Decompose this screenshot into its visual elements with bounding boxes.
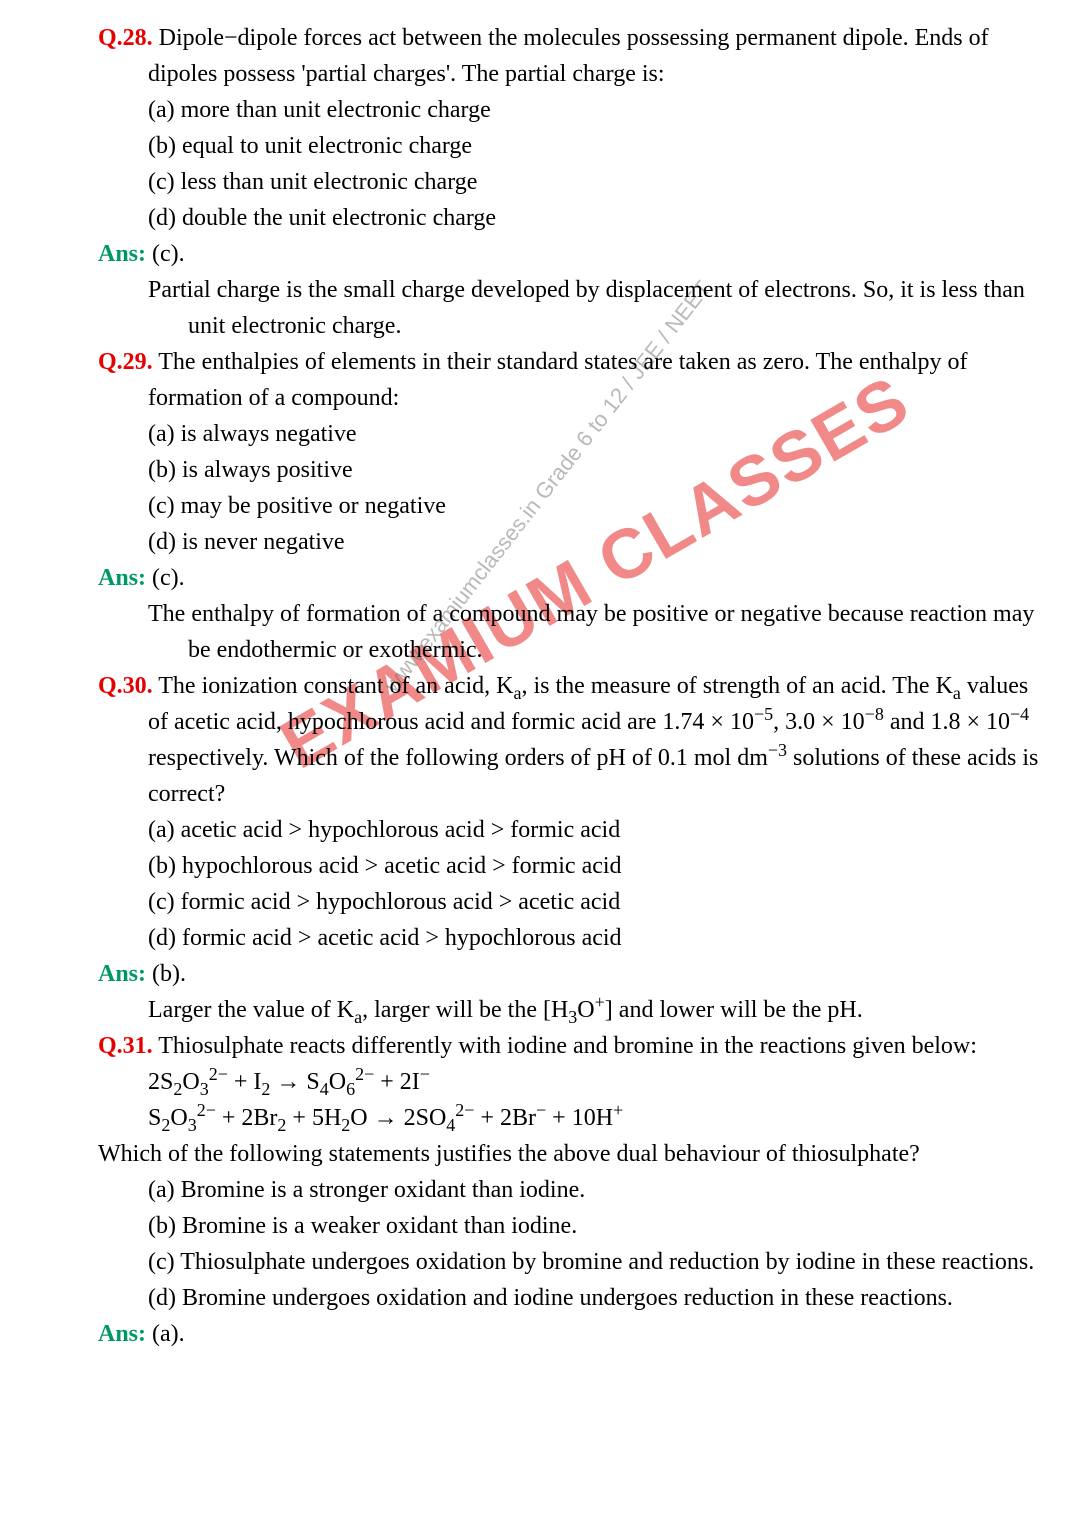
q31-option-c: (c) Thiosulphate undergoes oxidation by … xyxy=(20,1244,1047,1280)
q28-number: Q.28. xyxy=(98,25,153,51)
q28-option-b: (b) equal to unit electronic charge xyxy=(20,128,1047,164)
q30-stem: Q.30. The ionization constant of an acid… xyxy=(20,668,1047,812)
q28-explanation: Partial charge is the small charge devel… xyxy=(20,272,1047,344)
q31-equation-2: S2O32− + 2Br2 + 5H2O → 2SO42− + 2Br− + 1… xyxy=(20,1100,1047,1136)
q30-option-b: (b) hypochlorous acid > acetic acid > fo… xyxy=(20,848,1047,884)
q29-option-c: (c) may be positive or negative xyxy=(20,488,1047,524)
q31-stem: Q.31. Thiosulphate reacts differently wi… xyxy=(20,1028,1047,1064)
q29-option-d: (d) is never negative xyxy=(20,524,1047,560)
q29-stem: Q.29. The enthalpies of elements in thei… xyxy=(20,344,1047,416)
ans-label: Ans: xyxy=(98,961,146,987)
q31-equation-1: 2S2O32− + I2 → S4O62− + 2I− xyxy=(20,1064,1047,1100)
q29-explanation: The enthalpy of formation of a compound … xyxy=(20,596,1047,668)
q30-answer: Ans: (b). xyxy=(20,956,1047,992)
q29-ans-val: (c). xyxy=(146,565,185,591)
q29-answer: Ans: (c). xyxy=(20,560,1047,596)
q28-stem: Q.28. Dipole−dipole forces act between t… xyxy=(20,20,1047,92)
q30-ans-val: (b). xyxy=(146,961,186,987)
q31-number: Q.31. xyxy=(98,1033,153,1059)
q31-text: Thiosulphate reacts differently with iod… xyxy=(158,1033,977,1059)
ans-label: Ans: xyxy=(98,241,146,267)
q30-option-c: (c) formic acid > hypochlorous acid > ac… xyxy=(20,884,1047,920)
q28-answer: Ans: (c). xyxy=(20,236,1047,272)
ans-label: Ans: xyxy=(98,565,146,591)
q29-number: Q.29. xyxy=(98,349,153,375)
q31-ans-val: (a). xyxy=(146,1321,185,1347)
q28-text: Dipole−dipole forces act between the mol… xyxy=(148,25,989,87)
q31-option-b: (b) Bromine is a weaker oxidant than iod… xyxy=(20,1208,1047,1244)
q31-option-d: (d) Bromine undergoes oxidation and iodi… xyxy=(20,1280,1047,1316)
q30-text: The ionization constant of an acid, Ka, … xyxy=(148,673,1038,807)
q28-option-d: (d) double the unit electronic charge xyxy=(20,200,1047,236)
q30-explanation: Larger the value of Ka, larger will be t… xyxy=(20,992,1047,1028)
q30-option-a: (a) acetic acid > hypochlorous acid > fo… xyxy=(20,812,1047,848)
page-content: Q.28. Dipole−dipole forces act between t… xyxy=(20,20,1047,1352)
q31-option-a: (a) Bromine is a stronger oxidant than i… xyxy=(20,1172,1047,1208)
q29-text: The enthalpies of elements in their stan… xyxy=(148,349,968,411)
q29-option-b: (b) is always positive xyxy=(20,452,1047,488)
q30-option-d: (d) formic acid > acetic acid > hypochlo… xyxy=(20,920,1047,956)
q29-option-a: (a) is always negative xyxy=(20,416,1047,452)
q30-number: Q.30. xyxy=(98,673,153,699)
ans-label: Ans: xyxy=(98,1321,146,1347)
q28-option-c: (c) less than unit electronic charge xyxy=(20,164,1047,200)
q31-followup: Which of the following statements justif… xyxy=(20,1136,1047,1172)
q28-ans-val: (c). xyxy=(146,241,185,267)
q31-answer: Ans: (a). xyxy=(20,1316,1047,1352)
q28-option-a: (a) more than unit electronic charge xyxy=(20,92,1047,128)
